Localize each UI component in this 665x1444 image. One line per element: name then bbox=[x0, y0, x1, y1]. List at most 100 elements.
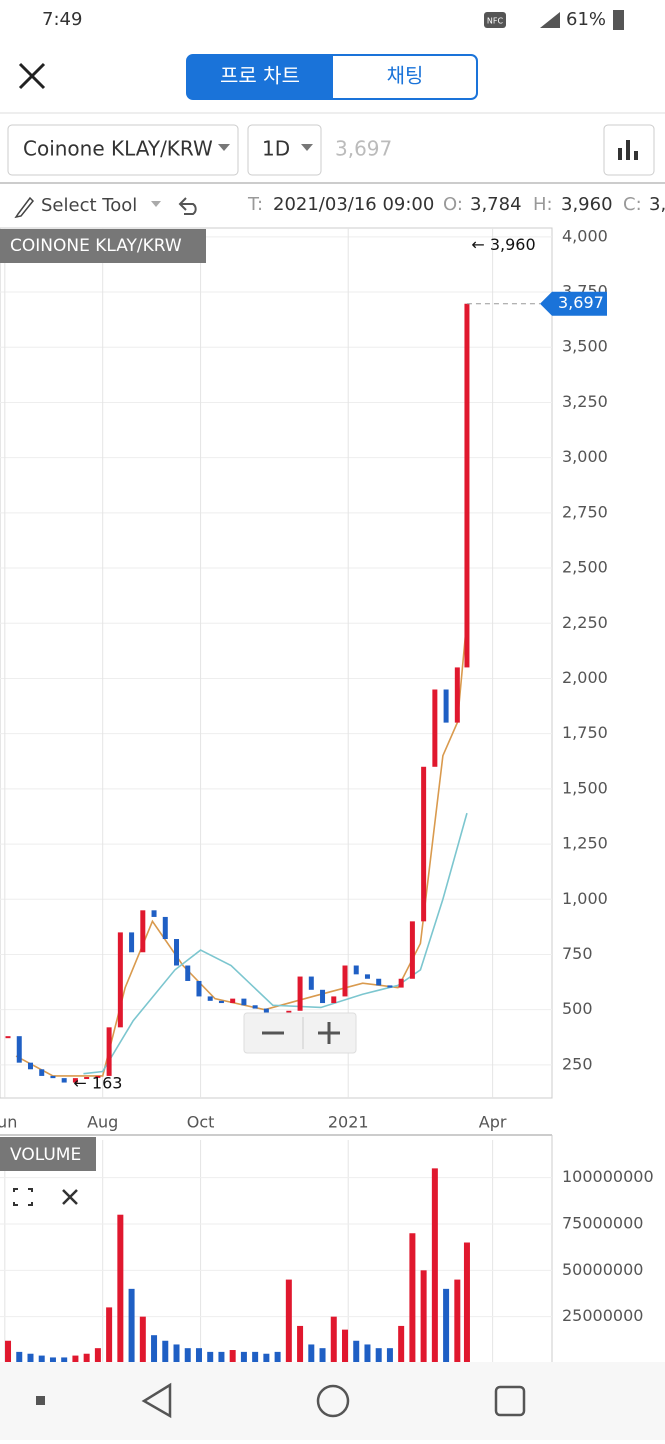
dropdown-arrow bbox=[301, 144, 313, 151]
ohlc-label: O: bbox=[443, 194, 463, 215]
volume-bar bbox=[61, 1357, 68, 1363]
signal-icon bbox=[540, 12, 560, 28]
symbol-select[interactable] bbox=[7, 124, 239, 176]
candle bbox=[16, 1036, 22, 1063]
interval-select[interactable] bbox=[247, 124, 322, 176]
candle bbox=[196, 980, 202, 997]
last-price-label: 3,697 bbox=[558, 293, 604, 312]
volume-bar bbox=[274, 1351, 281, 1363]
candle bbox=[50, 1075, 56, 1079]
candle bbox=[297, 976, 303, 1011]
chart-type-icon bbox=[618, 140, 638, 160]
y-tick-label: 50000000 bbox=[562, 1260, 643, 1279]
volume-bar bbox=[5, 1340, 12, 1363]
pencil-icon bbox=[14, 196, 35, 219]
candle bbox=[185, 965, 191, 981]
y-tick-label: 2,500 bbox=[562, 558, 608, 577]
volume-bar bbox=[454, 1279, 461, 1363]
candle bbox=[263, 1008, 269, 1013]
candle bbox=[207, 996, 213, 1001]
y-tick-label: 750 bbox=[562, 944, 593, 963]
nfc-text: NFC bbox=[487, 17, 504, 26]
ohlc-time: 2021/03/16 09:00 bbox=[273, 194, 434, 215]
volume-bar bbox=[409, 1233, 416, 1363]
close-volume[interactable] bbox=[62, 1189, 78, 1205]
x-tick-label: Apr bbox=[479, 1113, 507, 1132]
y-tick-label: 100000000 bbox=[562, 1167, 654, 1186]
candle bbox=[421, 766, 427, 922]
candle bbox=[5, 1036, 11, 1039]
volume-bar bbox=[420, 1270, 427, 1363]
candle bbox=[331, 996, 337, 1004]
y-tick-label: 1,750 bbox=[562, 723, 608, 742]
expand-icon[interactable] bbox=[13, 1188, 33, 1206]
current-price: 3,697 bbox=[335, 137, 392, 161]
symbol: Coinone KLAY/KRW bbox=[23, 137, 213, 161]
select-tool[interactable]: Select Tool bbox=[41, 195, 137, 216]
volume-bar bbox=[72, 1355, 79, 1363]
close-button[interactable] bbox=[18, 62, 46, 90]
chart-title-bg bbox=[0, 1137, 96, 1171]
x-tick-label: Jun bbox=[0, 1113, 17, 1132]
candle bbox=[286, 1010, 292, 1015]
tab-pro-chart[interactable]: 프로 차트 bbox=[220, 64, 300, 88]
nav-home[interactable] bbox=[316, 1384, 350, 1418]
candle bbox=[84, 1077, 90, 1080]
ohlc-label: C: bbox=[623, 194, 642, 215]
y-tick-label: 2,750 bbox=[562, 502, 608, 521]
volume-bar bbox=[94, 1348, 101, 1363]
volume-bar bbox=[240, 1351, 247, 1363]
interval: 1D bbox=[262, 137, 290, 161]
x-tick-label: 2021 bbox=[328, 1113, 369, 1132]
plot-area bbox=[0, 227, 553, 1099]
volume-bar bbox=[16, 1351, 23, 1363]
volume-bar bbox=[117, 1214, 124, 1363]
volume-bar bbox=[49, 1357, 56, 1363]
tab-active[interactable] bbox=[187, 55, 333, 99]
candle bbox=[342, 965, 348, 997]
y-tick-label: 250 bbox=[562, 1054, 593, 1073]
volume-bar bbox=[162, 1340, 169, 1363]
price-annotation: ← 163 bbox=[73, 1074, 122, 1093]
volume-bar bbox=[308, 1344, 315, 1363]
volume-bar bbox=[342, 1329, 348, 1363]
candle bbox=[308, 976, 314, 990]
candle bbox=[162, 916, 168, 940]
y-tick-label: 2,250 bbox=[562, 613, 608, 632]
candle bbox=[72, 1078, 78, 1083]
candle bbox=[106, 1027, 112, 1076]
tab-chat[interactable]: 채팅 bbox=[387, 64, 424, 88]
volume-bar bbox=[207, 1351, 214, 1363]
volume-bar bbox=[364, 1344, 371, 1363]
volume-bar bbox=[151, 1335, 158, 1363]
volume-bar bbox=[218, 1351, 225, 1363]
undo-icon[interactable] bbox=[178, 197, 197, 215]
volume-bar bbox=[285, 1279, 292, 1363]
y-tick-label: 1,000 bbox=[562, 889, 608, 908]
volume-bar bbox=[106, 1307, 113, 1363]
volume-bar bbox=[27, 1353, 34, 1363]
volume-bar bbox=[297, 1325, 304, 1363]
battery-level: 61% bbox=[566, 9, 606, 30]
candle bbox=[454, 667, 460, 723]
volume-bar bbox=[83, 1353, 90, 1363]
candle bbox=[230, 998, 236, 1004]
price-annotation: ← 3,960 bbox=[471, 235, 535, 254]
candle bbox=[174, 939, 180, 966]
dropdown-arrow bbox=[151, 201, 161, 207]
nav-back[interactable] bbox=[141, 1382, 172, 1419]
zoom-in[interactable] bbox=[318, 1022, 340, 1044]
volume-bar bbox=[229, 1350, 236, 1363]
y-tick-label: 1,500 bbox=[562, 778, 608, 797]
volume-bar bbox=[252, 1351, 259, 1363]
y-tick-label: 75000000 bbox=[562, 1213, 643, 1232]
nav-menu[interactable] bbox=[36, 1396, 45, 1405]
nav-recent[interactable] bbox=[494, 1385, 526, 1417]
volume-bar bbox=[330, 1316, 337, 1363]
y-tick-label: 2,000 bbox=[562, 668, 608, 687]
volume-bar bbox=[184, 1348, 191, 1363]
volume-bar bbox=[353, 1340, 360, 1363]
candle bbox=[252, 1005, 258, 1009]
candle bbox=[140, 910, 146, 953]
